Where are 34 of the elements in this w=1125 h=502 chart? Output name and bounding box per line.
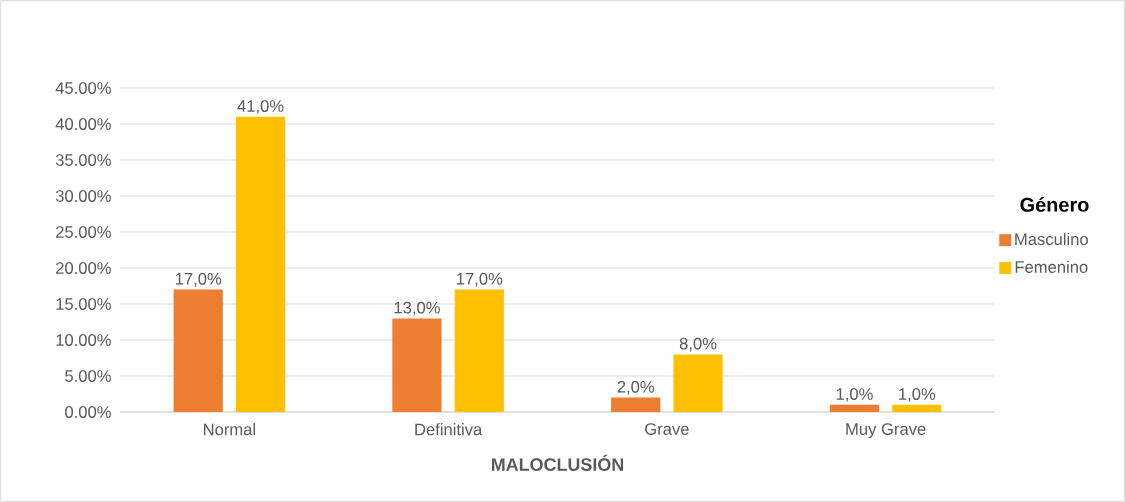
y-tick-label: 40.00% [55, 118, 111, 130]
x-tick-label: Muy Grave [846, 423, 926, 439]
y-tick-label: 15.00% [56, 298, 111, 310]
bar [235, 116, 286, 412]
x-tick-label: Definitiva [415, 423, 483, 436]
data-label: 17,0% [175, 272, 222, 287]
y-tick-label: 5.00% [65, 370, 111, 382]
data-label: 1,0% [899, 388, 936, 402]
bar [173, 289, 223, 412]
data-label: 17,0% [457, 272, 503, 287]
legend-label: Femenino [1015, 260, 1088, 273]
x-tick-label: Normal [203, 423, 256, 436]
data-label: 13,0% [394, 301, 440, 316]
y-tick-label: 0.00% [65, 406, 111, 418]
legend-title: Género [1020, 197, 1089, 212]
data-label: 41,0% [237, 100, 284, 114]
bar [673, 354, 723, 412]
bar [829, 404, 880, 412]
bar [611, 397, 661, 412]
data-label: 1,0% [836, 388, 873, 402]
legend-label: Masculino [1015, 232, 1088, 246]
bar [892, 404, 942, 412]
data-label: 2,0% [617, 380, 655, 395]
y-tick-label: 30.00% [55, 190, 111, 202]
y-tick-label: 25.00% [56, 226, 111, 238]
y-tick-label: 35.00% [55, 154, 111, 166]
bar [454, 289, 504, 412]
x-tick-label: Grave [645, 423, 689, 435]
y-tick-label: 10.00% [56, 334, 111, 346]
y-tick-label: 45.00% [55, 82, 111, 94]
bar [392, 318, 442, 412]
y-tick-label: 20.00% [56, 262, 111, 274]
x-axis-title: MALOCLUSIÓN [491, 454, 624, 471]
data-label: 8,0% [679, 337, 717, 352]
